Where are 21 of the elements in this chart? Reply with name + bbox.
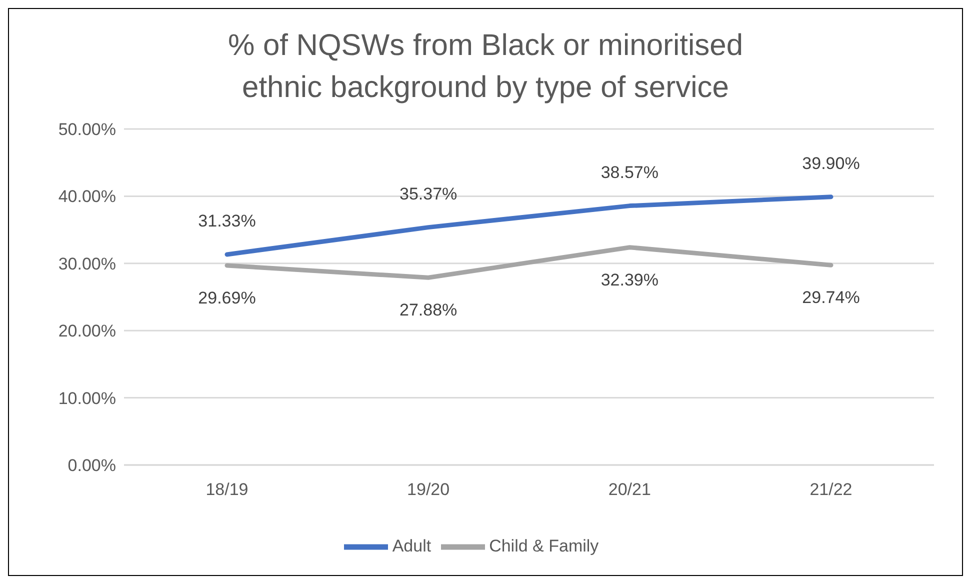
data-label: 39.90% xyxy=(802,154,860,173)
chart-title: % of NQSWs from Black or minoritised ethnic background by type of service xyxy=(226,28,744,106)
data-label: 29.74% xyxy=(802,288,860,308)
y-tick-label: 50.00% xyxy=(58,120,116,140)
data-label: 32.39% xyxy=(600,270,659,290)
x-tick-label: 21/22 xyxy=(810,480,852,500)
x-tick-label: 19/20 xyxy=(407,480,450,500)
legend-label: Child & Family xyxy=(489,536,599,556)
y-tick-label: 0.00% xyxy=(68,456,116,476)
y-tick-label: 40.00% xyxy=(58,187,116,206)
data-label: 38.57% xyxy=(600,162,659,182)
x-tick-label: 20/21 xyxy=(608,480,651,500)
y-tick-label: 10.00% xyxy=(58,388,116,408)
y-tick-label: 30.00% xyxy=(58,254,116,274)
data-label: 31.33% xyxy=(198,211,256,230)
y-tick-label: 20.00% xyxy=(58,322,116,341)
data-label: 29.69% xyxy=(198,288,256,308)
data-label: 27.88% xyxy=(399,300,458,320)
x-tick-label: 18/19 xyxy=(206,480,248,500)
legend-label: Adult xyxy=(392,536,432,556)
data-label: 35.37% xyxy=(399,184,458,204)
